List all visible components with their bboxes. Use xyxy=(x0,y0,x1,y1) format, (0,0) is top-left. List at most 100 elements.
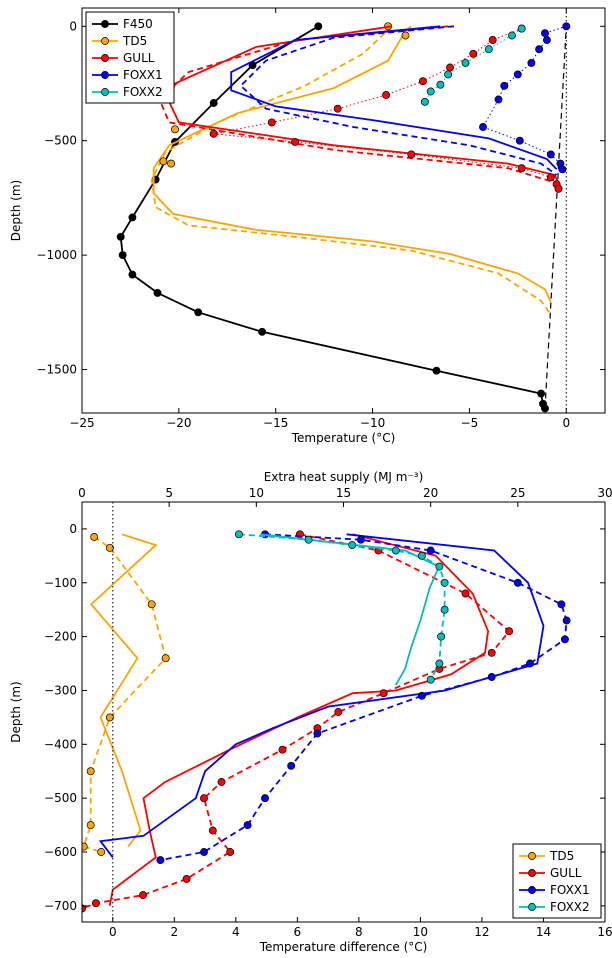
x-tick-label: 8 xyxy=(355,925,363,939)
y-tick-label: 0 xyxy=(69,19,77,33)
legend-label-f450: F450 xyxy=(123,17,153,31)
data-point-foxx1-obs-0 xyxy=(562,22,571,31)
data-point-td5-obs-0 xyxy=(401,31,410,40)
data-point-gull-heat-16 xyxy=(91,899,100,908)
data-point-foxx1-heat-2 xyxy=(426,546,435,555)
data-point-foxx1-heat-1 xyxy=(356,535,365,544)
series-line-foxx2-heat xyxy=(238,533,446,681)
data-point-td5-heat-7 xyxy=(82,842,88,851)
data-point-foxx1-obs-6 xyxy=(500,81,509,90)
data-point-td5-obs-2 xyxy=(171,125,179,134)
legend-marker-foxx1 xyxy=(101,71,109,79)
data-point-foxx1-obs-8 xyxy=(479,123,487,131)
data-point-foxx1-heat-3 xyxy=(513,578,522,587)
y-tick-label: −300 xyxy=(44,683,77,697)
y-tick-label: 0 xyxy=(69,522,77,536)
data-point-gull-obs-3 xyxy=(446,63,454,72)
data-point-foxx2-obs-1 xyxy=(508,31,516,40)
data-point-foxx2-obs-6 xyxy=(426,87,435,96)
series-line-foxx1-model xyxy=(239,25,558,176)
legend-label-foxx1: FOXX1 xyxy=(123,68,163,82)
data-point-gull-obs-1 xyxy=(488,36,497,44)
data-point-td5-obs-4 xyxy=(167,159,176,168)
legend-marker-gull xyxy=(528,869,536,877)
legend: TD5 GULL FOXX1 FOXX2 xyxy=(512,843,602,919)
x-tick-label: 0 xyxy=(562,416,570,430)
data-point-td5-heat-8 xyxy=(97,848,106,856)
data-point-gull-obs-4 xyxy=(418,77,427,86)
y-axis-label: Depth (m) xyxy=(9,681,23,742)
x2-tick-label: 30 xyxy=(597,486,612,500)
x-axis-label: Temperature (°C) xyxy=(291,431,396,445)
data-point-gull-obs-6 xyxy=(333,104,342,113)
data-point-gull-heat-9 xyxy=(278,745,287,754)
data-point-f450-11 xyxy=(258,327,267,336)
data-point-gull-obs-14 xyxy=(554,184,563,193)
data-point-foxx2-heat-0 xyxy=(234,530,243,539)
plot-frame xyxy=(81,7,606,414)
data-point-td5-heat-0 xyxy=(90,533,99,541)
data-point-f450-12 xyxy=(432,366,441,375)
legend-label-gull: GULL xyxy=(550,866,582,880)
data-point-td5-heat-4 xyxy=(105,713,114,722)
x-tick-label: 16 xyxy=(597,925,612,939)
data-point-foxx1-heat-4 xyxy=(557,600,566,609)
series-line-foxx1-heat xyxy=(160,533,568,861)
data-point-td5-heat-6 xyxy=(86,821,95,830)
data-point-foxx1-obs-4 xyxy=(527,58,536,67)
data-point-gull-heat-6 xyxy=(379,689,388,698)
y-tick-label: −1000 xyxy=(36,248,77,262)
plot-area xyxy=(82,502,571,922)
x-tick-label: −10 xyxy=(360,416,385,430)
data-point-gull-heat-7 xyxy=(334,708,343,716)
data-point-foxx2-heat-10 xyxy=(426,675,435,684)
series-line-td5-heat xyxy=(82,536,167,853)
data-point-foxx1-obs-2 xyxy=(542,36,551,44)
data-point-gull-obs-5 xyxy=(382,90,391,99)
data-point-f450-9 xyxy=(153,288,162,297)
series-line-gull-heat xyxy=(82,533,511,910)
data-point-f450-8 xyxy=(128,270,137,279)
y-tick-label: −100 xyxy=(44,576,77,590)
data-point-td5-obs-3 xyxy=(159,157,168,166)
legend-marker-gull xyxy=(101,54,109,62)
series-line-td5-model xyxy=(150,25,552,316)
plot-area xyxy=(116,8,571,413)
data-point-foxx2-heat-2 xyxy=(348,541,357,550)
data-point-td5-heat-3 xyxy=(161,654,170,663)
legend-marker-f450 xyxy=(101,20,109,28)
x-tick-label: 10 xyxy=(413,925,428,939)
series-line-foxx1-temp-diff xyxy=(98,533,545,858)
y-tick-label: −1500 xyxy=(36,363,77,377)
data-point-f450-5 xyxy=(128,213,137,222)
x2-tick-label: 25 xyxy=(510,486,525,500)
series-line-td5-temp-diff xyxy=(89,533,158,848)
legend-marker-td5 xyxy=(528,852,536,860)
data-point-gull-obs-2 xyxy=(469,49,478,58)
x-tick-label: 2 xyxy=(170,925,178,939)
legend-marker-td5 xyxy=(101,37,109,45)
data-point-td5-heat-1 xyxy=(105,543,114,552)
data-point-foxx2-obs-5 xyxy=(436,80,445,89)
x-tick-label: 4 xyxy=(232,925,240,939)
data-point-f450-2 xyxy=(209,99,218,107)
data-point-foxx1-obs-3 xyxy=(535,45,544,54)
data-point-f450-10 xyxy=(194,308,203,317)
x-tick-label: −15 xyxy=(263,416,288,430)
data-point-foxx1-obs-7 xyxy=(494,95,503,104)
legend-label-foxx2: FOXX2 xyxy=(123,85,163,99)
series-line-gull-model xyxy=(158,25,560,192)
x2-tick-label: 20 xyxy=(423,486,438,500)
data-point-foxx1-heat-12 xyxy=(261,794,269,803)
data-point-gull-heat-4 xyxy=(487,648,496,657)
data-point-foxx1-heat-5 xyxy=(562,616,571,625)
x-tick-label: −20 xyxy=(166,416,191,430)
x-tick-label: 0 xyxy=(109,925,117,939)
data-point-td5-heat-2 xyxy=(147,600,156,609)
data-point-gull-heat-3 xyxy=(505,627,514,636)
data-point-gull-heat-13 xyxy=(226,848,235,856)
legend-label-foxx1: FOXX1 xyxy=(550,883,590,897)
data-point-foxx1-obs-10 xyxy=(546,150,555,159)
legend-label-foxx2: FOXX2 xyxy=(550,900,590,914)
data-point-foxx1-heat-9 xyxy=(417,691,426,700)
